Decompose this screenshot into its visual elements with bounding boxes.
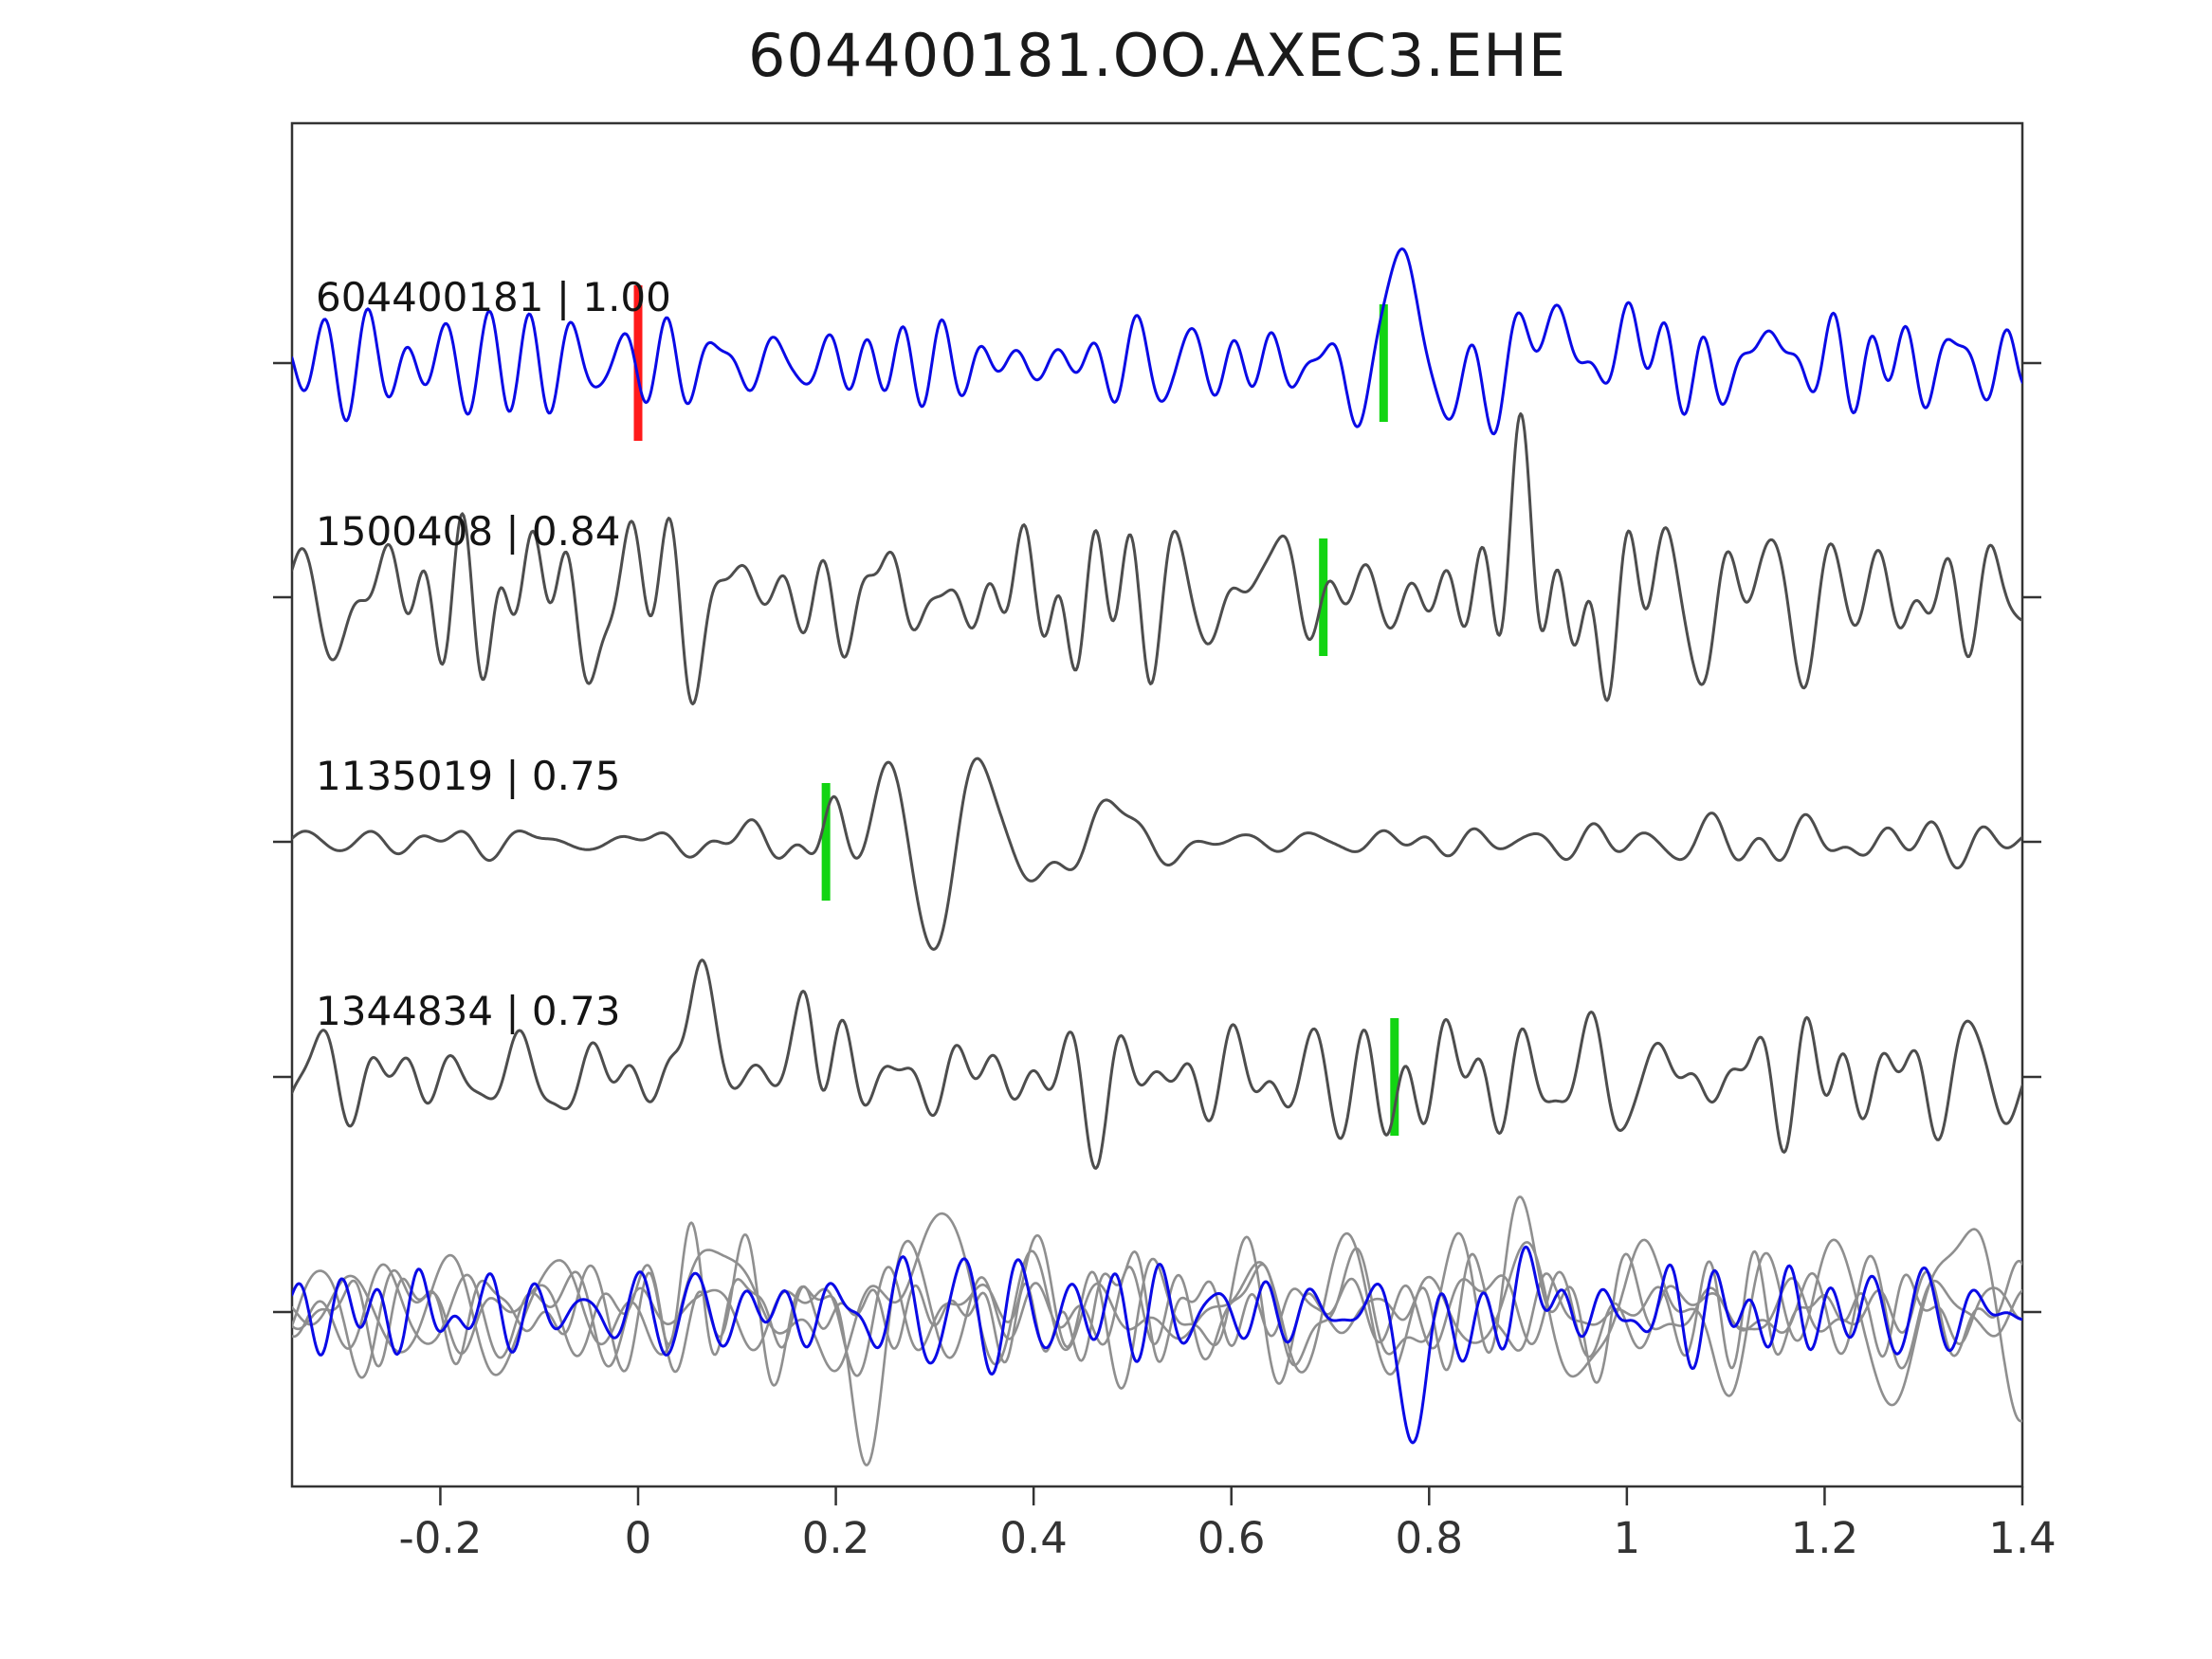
x-tick-label: -0.2 [399,1513,483,1563]
waveform-trace-604400181 [292,247,2022,436]
trace-label: 1135019 | 0.75 [316,753,620,799]
waveform-trace-1344834 [292,958,2022,1170]
x-tick-label: 0 [625,1513,652,1563]
overlay-trace [292,1221,2022,1373]
x-tick-label: 0.4 [999,1513,1068,1563]
overlay-trace [292,1233,2022,1390]
trace-label: 1344834 | 0.73 [316,988,620,1034]
trace-label: 1500408 | 0.84 [316,508,620,555]
x-tick-label: 0.6 [1197,1513,1266,1563]
waveform-trace-1135019 [292,757,2022,951]
chart-title: 604400181.OO.AXEC3.EHE [748,21,1566,90]
x-tick-label: 1 [1614,1513,1641,1563]
axes-frame [290,121,2024,1488]
x-tick-label: 1.2 [1791,1513,1859,1563]
overlay-trace [292,1195,2022,1467]
waveform-trace-1500408 [292,412,2022,706]
x-tick-label: 0.2 [802,1513,870,1563]
x-tick-label: 1.4 [1988,1513,2057,1563]
overlay-template-trace [292,1245,2022,1445]
trace-label: 604400181 | 1.00 [316,274,671,320]
x-tick-label: 0.8 [1395,1513,1463,1563]
